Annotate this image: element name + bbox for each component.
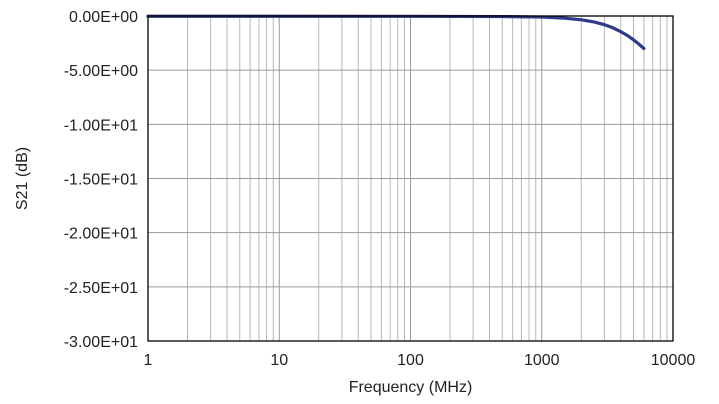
x-tick-label: 10 xyxy=(270,352,288,369)
y-tick-label: 0.00E+00 xyxy=(69,9,138,26)
x-tick-label: 10000 xyxy=(651,352,696,369)
y-tick-label: -2.50E+01 xyxy=(64,280,138,297)
grid-lines xyxy=(147,15,673,342)
tick-labels: 1 10 100 1000 10000 0.00E+00 -5.00E+00 -1.00E+0… xyxy=(64,9,696,369)
y-tick-label: -1.00E+01 xyxy=(64,117,138,134)
y-tick-label: -2.00E+01 xyxy=(64,226,138,243)
y-tick-label: -3.00E+01 xyxy=(64,334,138,351)
y-tick-label: -1.50E+01 xyxy=(64,172,138,189)
x-tick-label: 1000 xyxy=(524,352,560,369)
series-layer xyxy=(146,14,646,51)
y-axis-label: S21 (dB) xyxy=(14,147,31,210)
x-tick-label: 100 xyxy=(397,352,424,369)
y-tick-label: -5.00E+00 xyxy=(64,63,138,80)
x-tick-label: 1 xyxy=(144,352,153,369)
x-axis-label: Frequency (MHz) xyxy=(349,379,473,396)
series-line-1 xyxy=(146,14,646,51)
plot-frame xyxy=(147,15,674,342)
